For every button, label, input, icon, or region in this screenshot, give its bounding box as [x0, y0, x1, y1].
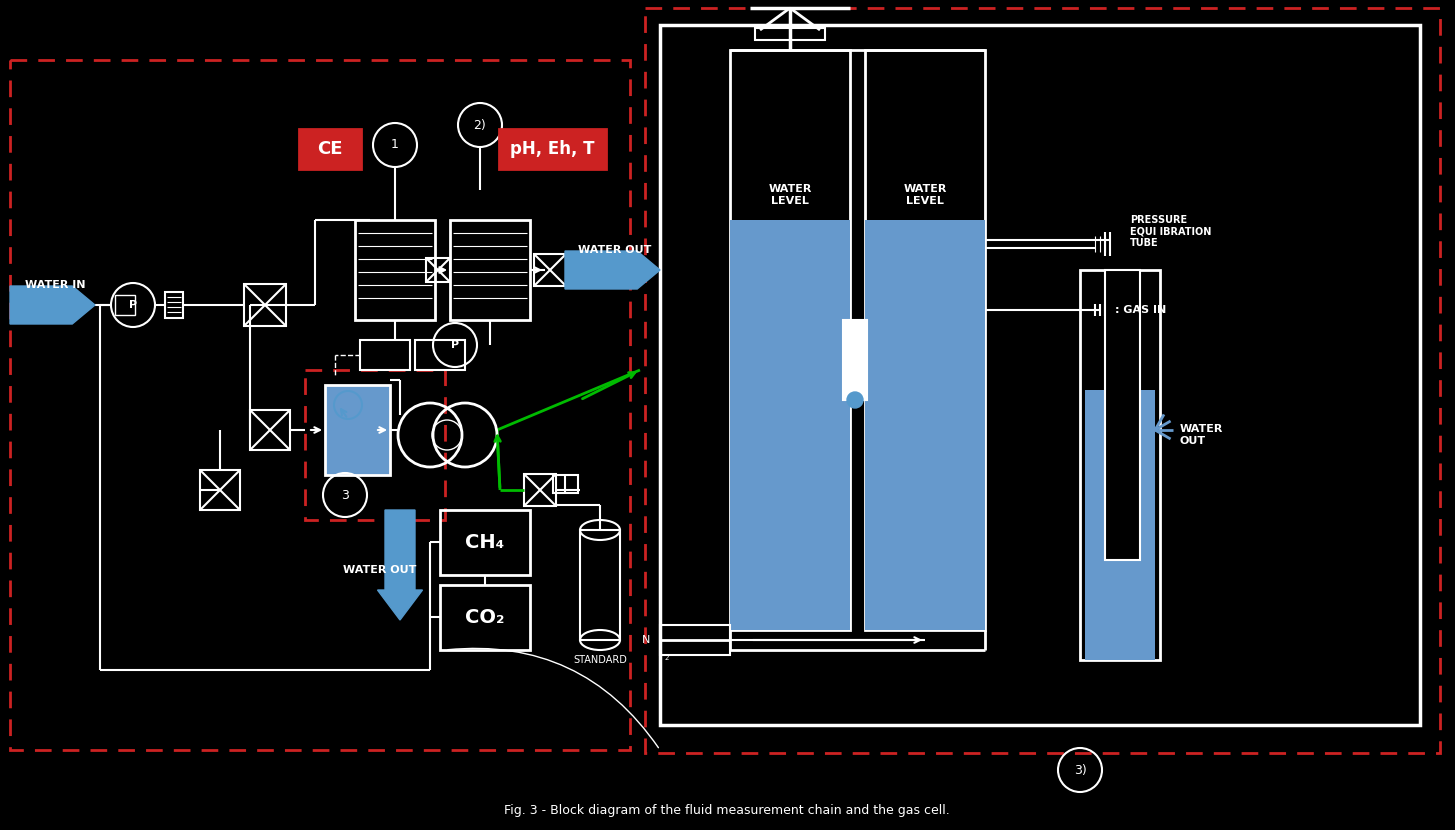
FancyArrow shape — [377, 510, 422, 620]
Bar — [755, 28, 825, 40]
FancyBboxPatch shape — [298, 129, 361, 169]
Text: WATER OUT: WATER OUT — [578, 245, 652, 255]
Bar — [1085, 390, 1155, 660]
Text: P: P — [129, 300, 137, 310]
Bar — [244, 284, 287, 326]
Bar — [661, 25, 1420, 725]
Text: N: N — [642, 635, 650, 645]
Bar — [866, 50, 985, 630]
Bar — [164, 292, 183, 318]
Bar — [645, 8, 1440, 753]
Bar — [115, 295, 135, 315]
Text: 2: 2 — [665, 655, 669, 661]
Text: 2): 2) — [474, 119, 486, 131]
Bar — [581, 530, 620, 640]
FancyBboxPatch shape — [499, 129, 605, 169]
Bar — [439, 585, 530, 650]
Text: CH₄: CH₄ — [466, 533, 505, 551]
Text: WATER IN: WATER IN — [25, 280, 86, 290]
Bar — [439, 510, 530, 575]
Bar — [10, 60, 630, 750]
Bar — [730, 220, 850, 630]
Bar — [1080, 270, 1160, 660]
Bar — [450, 220, 530, 320]
Circle shape — [847, 392, 863, 408]
FancyArrow shape — [565, 251, 661, 289]
Bar — [324, 385, 390, 475]
Bar — [199, 470, 240, 510]
Bar — [842, 320, 867, 400]
Bar — [306, 370, 445, 520]
FancyArrow shape — [10, 286, 95, 324]
Bar — [661, 625, 730, 655]
Text: CE: CE — [317, 140, 343, 158]
Text: : GAS IN: : GAS IN — [1115, 305, 1167, 315]
Text: PRESSURE
EQUI IBRATION
TUBE: PRESSURE EQUI IBRATION TUBE — [1131, 215, 1212, 248]
Text: 1: 1 — [391, 139, 399, 152]
Text: 3): 3) — [1074, 764, 1087, 777]
Text: STANDARD: STANDARD — [573, 655, 627, 665]
Text: CO₂: CO₂ — [466, 608, 505, 627]
Bar — [359, 340, 410, 370]
Bar — [426, 258, 450, 282]
Bar — [534, 254, 566, 286]
Bar — [730, 50, 850, 630]
Bar — [355, 220, 435, 320]
Text: 3: 3 — [340, 489, 349, 501]
Bar — [553, 475, 578, 493]
Text: P: P — [451, 340, 460, 350]
Bar — [415, 340, 466, 370]
Text: WATER OUT: WATER OUT — [343, 565, 416, 575]
Bar — [250, 410, 290, 450]
Bar — [524, 474, 556, 506]
Bar — [1104, 270, 1141, 560]
Text: pH, Eh, T: pH, Eh, T — [511, 140, 595, 158]
Text: Fig. 3 - Block diagram of the fluid measurement chain and the gas cell.: Fig. 3 - Block diagram of the fluid meas… — [503, 803, 950, 817]
Text: WATER
LEVEL: WATER LEVEL — [768, 184, 812, 206]
Bar — [866, 220, 985, 630]
Text: WATER
LEVEL: WATER LEVEL — [904, 184, 947, 206]
Text: WATER
OUT: WATER OUT — [1180, 424, 1224, 446]
